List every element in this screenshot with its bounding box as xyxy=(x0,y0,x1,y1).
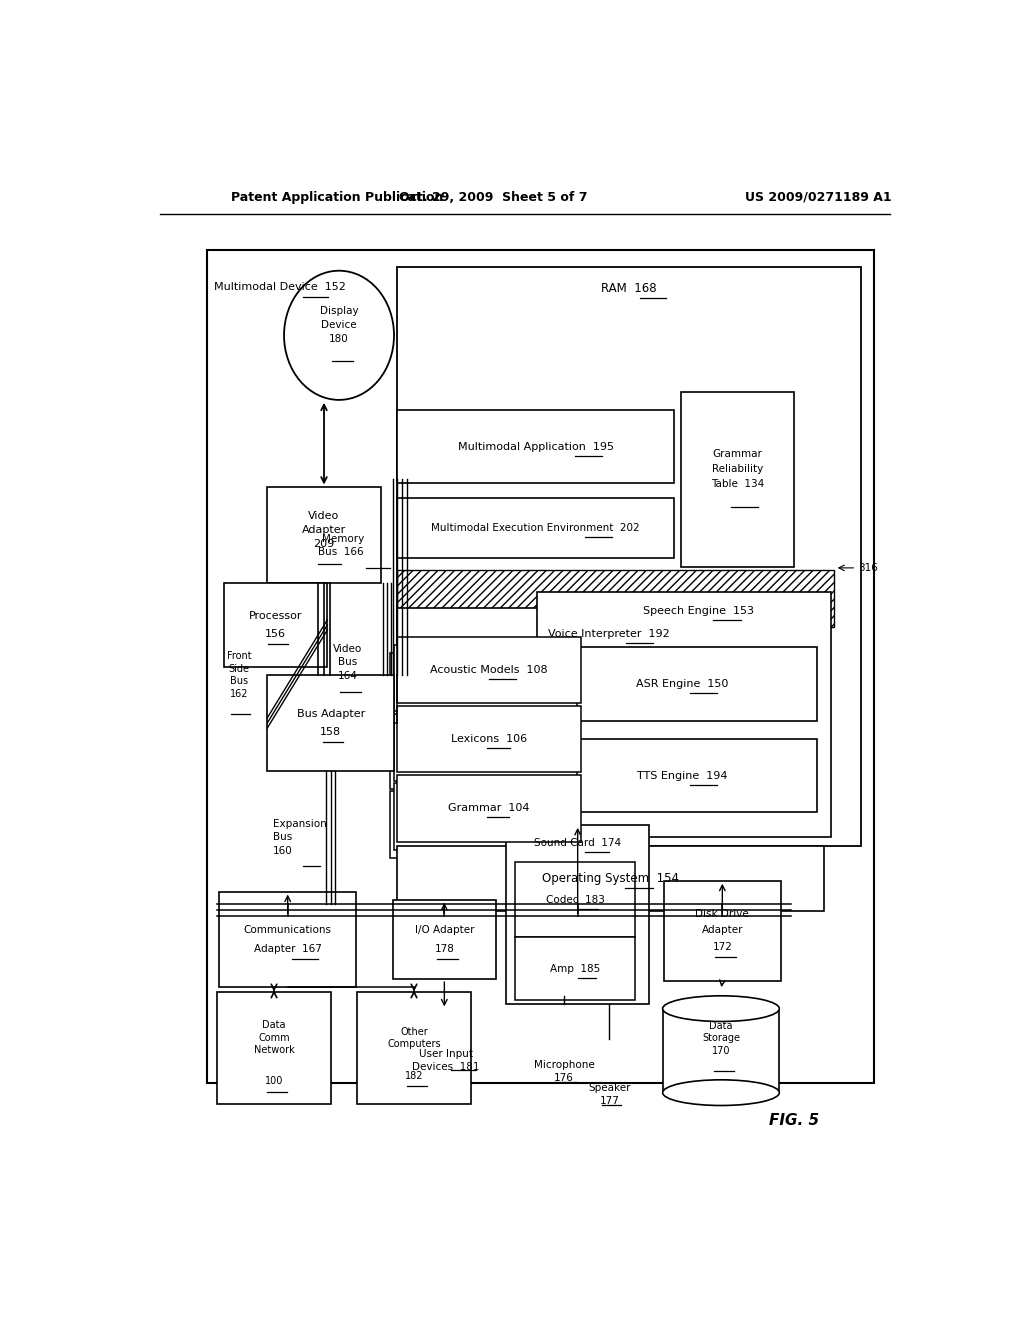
Text: Adapter: Adapter xyxy=(701,925,743,935)
Text: Speaker
177: Speaker 177 xyxy=(588,1082,631,1106)
FancyBboxPatch shape xyxy=(397,498,674,558)
Text: Multimodal Execution Environment  202: Multimodal Execution Environment 202 xyxy=(431,523,640,533)
Text: Disk Drive: Disk Drive xyxy=(695,908,750,919)
FancyBboxPatch shape xyxy=(506,825,649,1005)
Text: 316: 316 xyxy=(858,562,878,573)
Text: Operating System  154: Operating System 154 xyxy=(542,871,679,884)
Text: Video
Bus
164: Video Bus 164 xyxy=(333,644,361,681)
Text: Front
Side
Bus
162: Front Side Bus 162 xyxy=(227,651,252,698)
FancyBboxPatch shape xyxy=(548,647,817,721)
FancyBboxPatch shape xyxy=(392,900,496,979)
FancyBboxPatch shape xyxy=(515,862,635,937)
FancyBboxPatch shape xyxy=(267,675,394,771)
Text: Codec  183: Codec 183 xyxy=(546,895,605,906)
Text: 172: 172 xyxy=(713,942,732,952)
Text: Acoustic Models  108: Acoustic Models 108 xyxy=(430,665,548,675)
FancyBboxPatch shape xyxy=(390,791,573,858)
Text: User Input
Devices  181: User Input Devices 181 xyxy=(413,1048,480,1072)
Text: Oct. 29, 2009  Sheet 5 of 7: Oct. 29, 2009 Sheet 5 of 7 xyxy=(398,190,588,203)
Text: Multimodal Device  152: Multimodal Device 152 xyxy=(214,282,346,293)
Text: Microphone
176: Microphone 176 xyxy=(534,1060,594,1084)
FancyBboxPatch shape xyxy=(397,706,581,772)
FancyBboxPatch shape xyxy=(397,570,834,627)
Text: 182: 182 xyxy=(404,1072,423,1081)
FancyBboxPatch shape xyxy=(397,846,824,911)
Text: Data
Comm
Network: Data Comm Network xyxy=(254,1020,294,1055)
FancyBboxPatch shape xyxy=(681,392,794,566)
Text: Multimodal Application  195: Multimodal Application 195 xyxy=(458,442,613,451)
FancyBboxPatch shape xyxy=(267,487,381,583)
Text: Other
Computers: Other Computers xyxy=(387,1027,440,1049)
FancyBboxPatch shape xyxy=(397,636,581,704)
FancyBboxPatch shape xyxy=(515,937,635,1001)
Text: 156: 156 xyxy=(265,630,286,639)
Ellipse shape xyxy=(663,1080,779,1105)
Text: Communications: Communications xyxy=(244,925,332,936)
FancyBboxPatch shape xyxy=(217,991,331,1104)
Text: 100: 100 xyxy=(265,1076,284,1086)
FancyBboxPatch shape xyxy=(394,783,578,850)
Text: Bus Adapter: Bus Adapter xyxy=(297,709,365,718)
Text: TTS Engine  194: TTS Engine 194 xyxy=(637,771,728,781)
Text: Display
Device
180: Display Device 180 xyxy=(319,306,358,345)
FancyBboxPatch shape xyxy=(664,880,780,981)
Text: US 2009/0271189 A1: US 2009/0271189 A1 xyxy=(745,190,892,203)
Text: Adapter  167: Adapter 167 xyxy=(254,944,322,954)
FancyBboxPatch shape xyxy=(397,267,860,846)
Text: FIG. 5: FIG. 5 xyxy=(769,1113,819,1129)
FancyBboxPatch shape xyxy=(663,1008,779,1093)
FancyBboxPatch shape xyxy=(390,653,573,719)
FancyBboxPatch shape xyxy=(357,991,471,1104)
FancyBboxPatch shape xyxy=(219,891,356,987)
FancyBboxPatch shape xyxy=(394,714,578,780)
Text: RAM  168: RAM 168 xyxy=(601,282,656,296)
FancyBboxPatch shape xyxy=(390,722,573,789)
Text: Video
Adapter
209: Video Adapter 209 xyxy=(302,511,346,549)
Text: Patent Application Publication: Patent Application Publication xyxy=(231,190,443,203)
Text: Data
Storage
170: Data Storage 170 xyxy=(702,1020,740,1056)
Text: Processor: Processor xyxy=(249,611,302,620)
FancyBboxPatch shape xyxy=(538,591,830,837)
Text: ASR Engine  150: ASR Engine 150 xyxy=(636,678,728,689)
FancyBboxPatch shape xyxy=(394,644,578,711)
FancyBboxPatch shape xyxy=(207,249,873,1084)
Ellipse shape xyxy=(663,995,779,1022)
Text: 178: 178 xyxy=(434,944,455,954)
Text: Expansion
Bus
160: Expansion Bus 160 xyxy=(272,820,327,855)
Text: Amp  185: Amp 185 xyxy=(550,964,600,974)
FancyBboxPatch shape xyxy=(397,775,581,842)
Text: Speech Engine  153: Speech Engine 153 xyxy=(643,606,754,616)
Text: I/O Adapter: I/O Adapter xyxy=(415,925,474,936)
Text: Voice Interpreter  192: Voice Interpreter 192 xyxy=(548,630,670,639)
FancyBboxPatch shape xyxy=(397,609,820,660)
FancyBboxPatch shape xyxy=(548,739,817,812)
Text: Grammar
Reliability
Table  134: Grammar Reliability Table 134 xyxy=(711,449,764,488)
FancyBboxPatch shape xyxy=(224,583,328,667)
FancyBboxPatch shape xyxy=(397,411,674,483)
Text: Sound Card  174: Sound Card 174 xyxy=(535,838,622,849)
Text: 158: 158 xyxy=(321,727,341,737)
Text: Memory
Bus  166: Memory Bus 166 xyxy=(318,535,364,557)
Text: Lexicons  106: Lexicons 106 xyxy=(451,734,527,744)
Text: Grammar  104: Grammar 104 xyxy=(449,804,529,813)
Ellipse shape xyxy=(284,271,394,400)
